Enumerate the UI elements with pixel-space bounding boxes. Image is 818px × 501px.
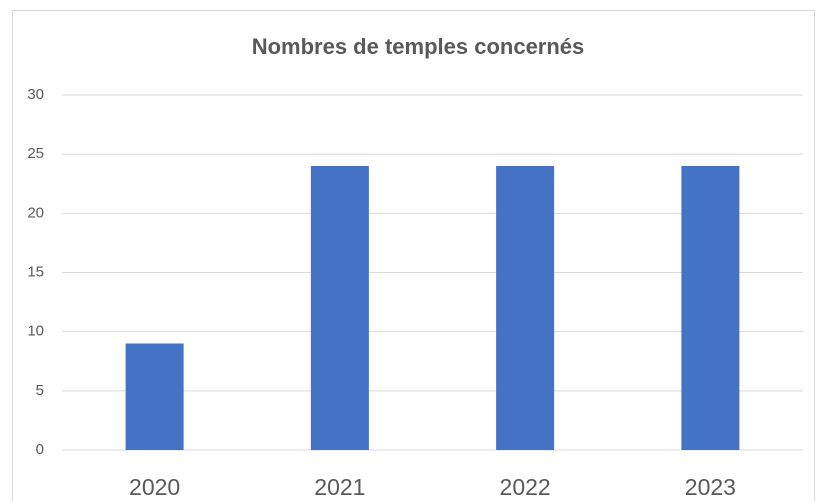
y-tick-label: 25 bbox=[27, 145, 44, 162]
x-tick-label: 2021 bbox=[314, 474, 365, 500]
x-tick-label: 2023 bbox=[685, 474, 736, 500]
y-tick-label: 5 bbox=[36, 382, 44, 399]
y-tick-label: 20 bbox=[27, 204, 44, 221]
bar bbox=[125, 343, 184, 450]
bar bbox=[496, 166, 555, 450]
bar bbox=[681, 166, 740, 450]
x-tick-label: 2022 bbox=[500, 474, 551, 500]
y-tick-label: 30 bbox=[27, 86, 44, 103]
chart-title: Nombres de temples concernés bbox=[252, 34, 585, 59]
bar bbox=[310, 166, 369, 450]
y-tick-label: 0 bbox=[36, 441, 44, 458]
y-tick-label: 15 bbox=[27, 263, 44, 280]
y-tick-label: 10 bbox=[27, 323, 44, 340]
x-tick-label: 2020 bbox=[129, 474, 180, 500]
